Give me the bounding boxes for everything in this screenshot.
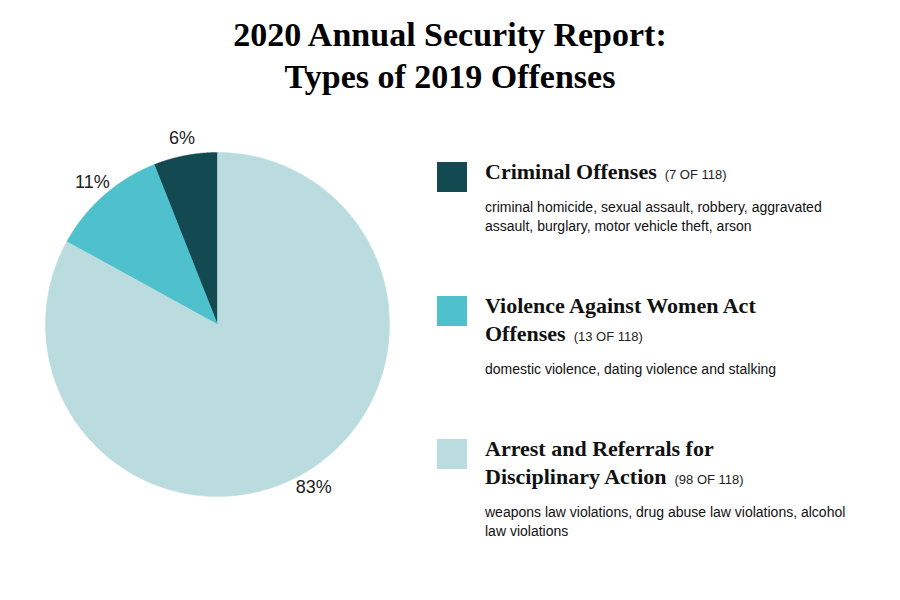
html-text:domestic violence, dating viol: domestic violence, dating violence and s… <box>485 361 777 377</box>
html-text:criminal homicide, sexual assa: criminal homicide, sexual assault, robbe… <box>485 199 822 234</box>
svg-text:6%: 6% <box>169 128 195 148</box>
html-text:Criminal Offenses (7 OF 118): Criminal Offenses (7 OF 118) <box>485 159 727 184</box>
html-text:Arrest and Referrals for Disci: Arrest and Referrals for Disciplinary Ac… <box>485 436 744 489</box>
svg-text:83%: 83% <box>296 477 332 497</box>
svg-text:11%: 11% <box>75 172 110 192</box>
html-text:weapons law violations, drug a: weapons law violations, drug abuse law v… <box>485 504 846 539</box>
html-text:Types of 2019 Offenses: Types of 2019 Offenses <box>284 58 616 95</box>
html-text:2020 Annual Security Report:: 2020 Annual Security Report: <box>233 16 667 53</box>
html-text:Violence Against Women Act Off: Violence Against Women Act Offenses (13 … <box>485 293 756 346</box>
